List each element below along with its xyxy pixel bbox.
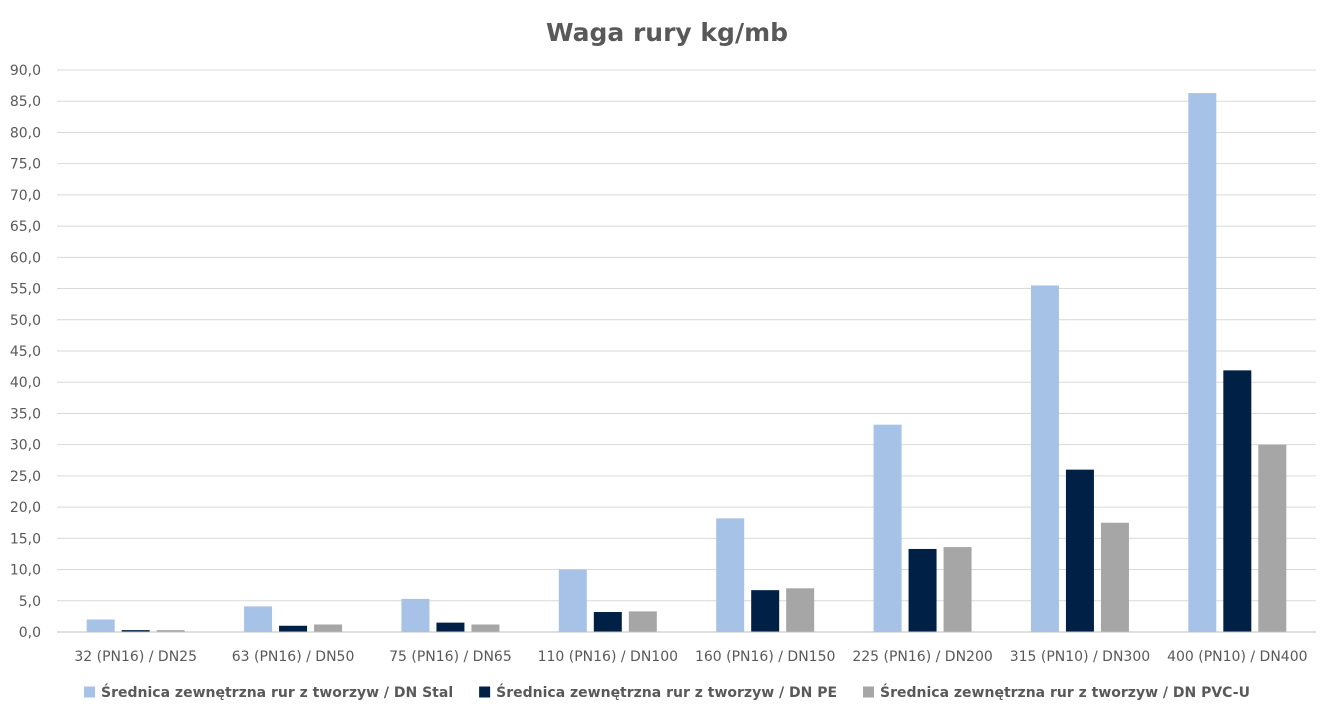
bar-series-1: [86, 619, 115, 632]
y-tick-label: 65,0: [10, 219, 41, 235]
chart-title: Waga rury kg/mb: [546, 18, 788, 47]
bar-series-3: [786, 588, 815, 632]
bar-series-2: [908, 548, 937, 632]
y-tick-label: 50,0: [10, 313, 41, 329]
x-category-label: 400 (PN10) / DN400: [1167, 649, 1307, 665]
y-tick-label: 5,0: [19, 594, 41, 610]
bar-series-1: [1030, 285, 1059, 632]
y-tick-label: 90,0: [10, 63, 41, 79]
x-category-label: 63 (PN16) / DN50: [232, 649, 355, 665]
y-tick-label: 30,0: [10, 438, 41, 454]
bar-series-3: [471, 624, 500, 632]
y-tick-label: 80,0: [10, 125, 41, 141]
legend-label: Średnica zewnętrzna rur z tworzyw / DN P…: [880, 683, 1250, 701]
legend-label: Średnica zewnętrzna rur z tworzyw / DN P…: [496, 683, 837, 701]
x-category-label: 32 (PN16) / DN25: [74, 649, 197, 665]
bar-series-3: [1100, 522, 1129, 632]
y-axis-ticks: 0,0 5,0 10,0 15,0 20,0 25,0 30,0 35,0 40,0 45,0 50…: [10, 63, 41, 641]
bar-series-1: [716, 518, 745, 632]
y-tick-label: 60,0: [10, 250, 41, 266]
y-tick-label: 0,0: [19, 625, 41, 641]
y-tick-label: 10,0: [10, 563, 41, 579]
y-tick-label: 20,0: [10, 500, 41, 516]
legend-label: Średnica zewnętrzna rur z tworzyw / DN S…: [101, 683, 453, 701]
x-category-label: 75 (PN16) / DN65: [389, 649, 512, 665]
bar-series-2: [593, 612, 622, 632]
y-tick-label: 35,0: [10, 406, 41, 422]
legend-item: Średnica zewnętrzna rur z tworzyw / DN P…: [479, 683, 837, 701]
bar-series-1: [401, 598, 430, 632]
bar-series-2: [121, 630, 150, 632]
bar-series-2: [1065, 469, 1094, 632]
y-tick-label: 25,0: [10, 469, 41, 485]
bar-series-2: [751, 590, 780, 632]
legend-swatch: [84, 686, 96, 698]
legend-swatch: [479, 686, 491, 698]
y-tick-label: 70,0: [10, 188, 41, 204]
y-tick-label: 75,0: [10, 157, 41, 173]
legend: Średnica zewnętrzna rur z tworzyw / DN S…: [84, 683, 1250, 701]
bar-series-3: [156, 630, 185, 632]
bar-series-3: [314, 624, 343, 632]
bar-series-1: [558, 569, 587, 632]
y-tick-label: 55,0: [10, 282, 41, 298]
legend-swatch: [863, 686, 875, 698]
bar-series-3: [1258, 444, 1287, 632]
legend-item: Średnica zewnętrzna rur z tworzyw / DN P…: [863, 683, 1250, 701]
bar-series-2: [436, 622, 465, 632]
legend-item: Średnica zewnętrzna rur z tworzyw / DN S…: [84, 683, 453, 701]
y-tick-label: 85,0: [10, 94, 41, 110]
x-category-label: 160 (PN16) / DN150: [695, 649, 835, 665]
bar-series-1: [1188, 93, 1217, 633]
gridlines: [57, 69, 1316, 602]
bar-series-3: [628, 611, 657, 632]
bar-series-3: [943, 547, 972, 632]
x-axis-categories: 32 (PN16) / DN25 63 (PN16) / DN50 75 (PN16…: [74, 649, 1307, 665]
bar-series-1: [244, 606, 273, 632]
x-category-label: 315 (PN10) / DN300: [1010, 649, 1150, 665]
bars: [86, 93, 1287, 633]
bar-series-2: [1223, 370, 1252, 632]
bar-series-2: [279, 625, 308, 632]
x-category-label: 110 (PN16) / DN100: [538, 649, 678, 665]
x-category-label: 225 (PN16) / DN200: [852, 649, 992, 665]
y-tick-label: 40,0: [10, 375, 41, 391]
y-tick-label: 45,0: [10, 344, 41, 360]
y-tick-label: 15,0: [10, 531, 41, 547]
bar-series-1: [873, 424, 902, 632]
